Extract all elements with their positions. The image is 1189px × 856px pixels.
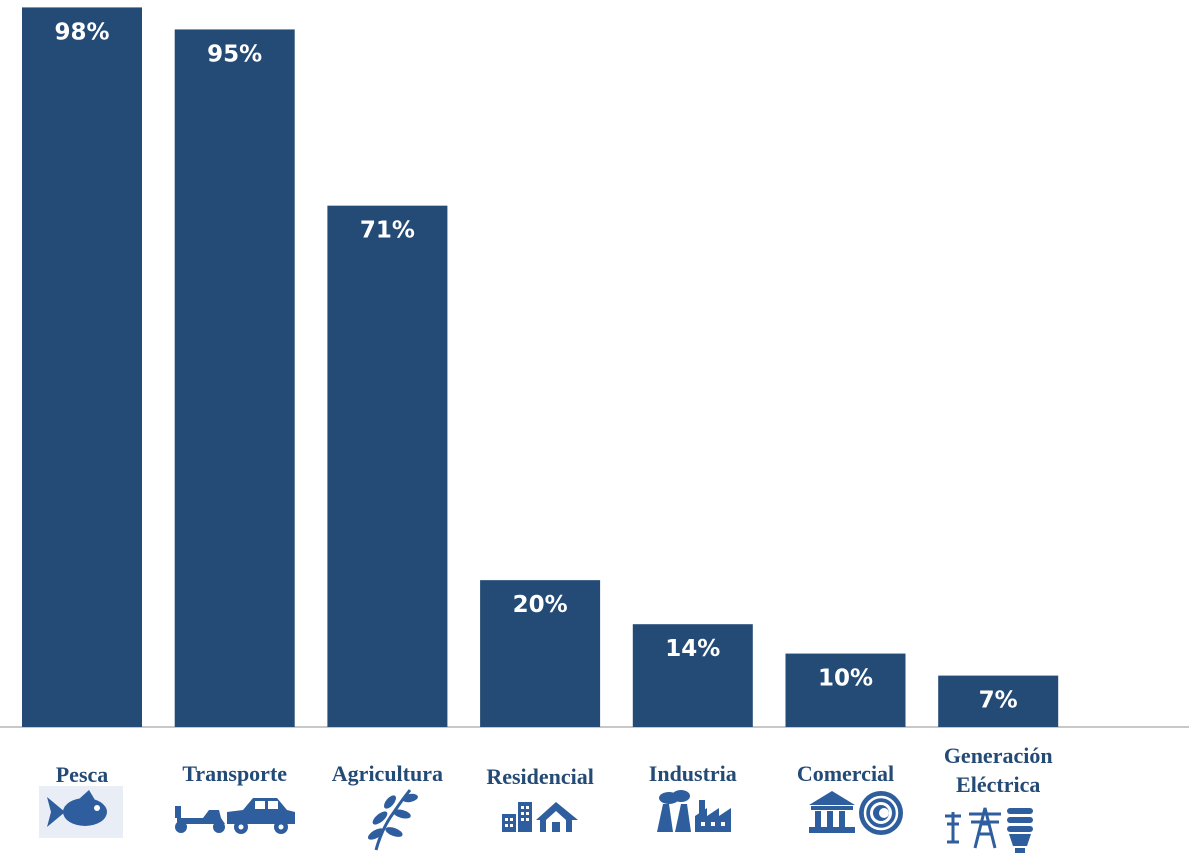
bar-industria: [632, 624, 753, 727]
bar-generación-eléctrica: [938, 675, 1059, 727]
category-label: Pesca: [56, 762, 109, 787]
data-labels-group: 98% 95% 71% 20% 14% 10% 7%: [54, 19, 1017, 713]
category-label: Eléctrica: [956, 772, 1040, 797]
data-label: 10%: [818, 666, 873, 692]
motorbike-car-icon: [175, 798, 295, 834]
bar-transporte: [174, 29, 295, 728]
bars-group: [22, 7, 1059, 728]
factory-icon: [657, 790, 731, 832]
data-label: 20%: [513, 592, 568, 618]
data-label: 98%: [54, 19, 109, 45]
bar-pesca: [22, 7, 142, 727]
plant-branch-icon: [367, 789, 418, 851]
power-tower-bulb-icon: [945, 807, 1033, 853]
data-label: 95%: [207, 41, 262, 67]
category-label: Agricultura: [332, 761, 443, 786]
bar-agricultura: [327, 205, 448, 727]
buildings-house-icon: [502, 802, 578, 832]
category-label: Generación: [944, 743, 1053, 768]
fish-icon: [39, 786, 123, 838]
category-label: Industria: [649, 761, 737, 786]
data-label: 71%: [360, 218, 415, 244]
data-label: 14%: [665, 636, 720, 662]
bar-comercial: [785, 653, 906, 727]
bank-coin-icon: [809, 791, 903, 835]
category-labels-group: Pesca Transporte Agricultura Residencial Ind…: [56, 743, 1053, 797]
category-label: Comercial: [797, 761, 894, 786]
data-label: 7%: [979, 688, 1018, 714]
bar-residencial: [480, 580, 601, 727]
category-label: Transporte: [182, 761, 287, 786]
category-label: Residencial: [486, 764, 594, 789]
